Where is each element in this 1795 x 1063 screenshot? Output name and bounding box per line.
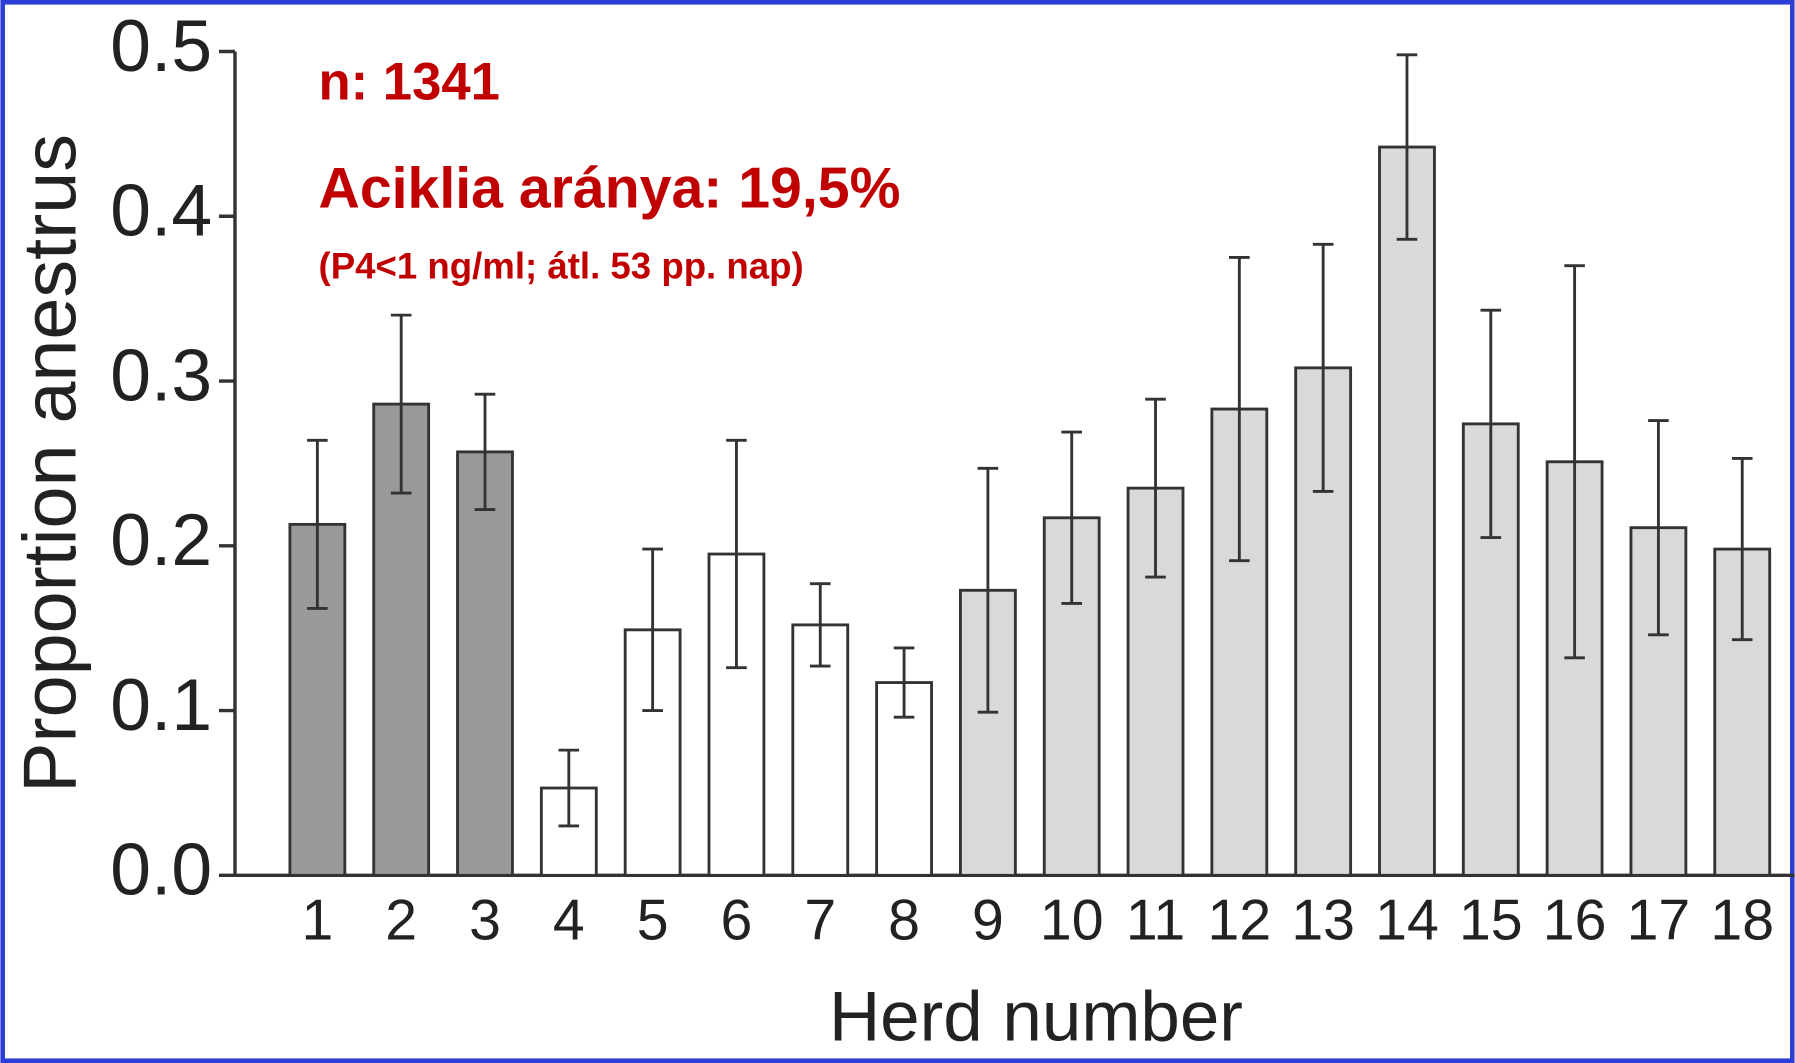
x-tick-label: 7 bbox=[804, 889, 836, 953]
bar bbox=[791, 623, 850, 877]
x-tick-label: 16 bbox=[1543, 889, 1607, 953]
y-tick-label: 0.5 bbox=[110, 5, 212, 87]
annotation: n: 1341 bbox=[319, 53, 500, 112]
x-tick-label: 1 bbox=[301, 889, 333, 953]
bar bbox=[456, 450, 514, 877]
x-tick-label: 5 bbox=[637, 889, 669, 953]
bar bbox=[1378, 145, 1436, 877]
x-tick-label: 2 bbox=[385, 889, 417, 953]
x-tick-label: 6 bbox=[721, 889, 753, 953]
x-tick-label: 17 bbox=[1627, 889, 1691, 953]
x-tick-label: 11 bbox=[1126, 889, 1185, 953]
x-tick-label: 9 bbox=[972, 889, 1004, 953]
y-tick-label: 0.1 bbox=[110, 664, 212, 746]
x-tick-label: 13 bbox=[1291, 889, 1355, 953]
y-tick-label: 0.2 bbox=[110, 499, 212, 581]
x-axis-label: Herd number bbox=[829, 978, 1243, 1057]
y-tick-label: 0.0 bbox=[110, 829, 212, 911]
y-axis-label: Proportion anestrus bbox=[8, 134, 92, 793]
x-tick-label: 18 bbox=[1710, 889, 1774, 953]
x-tick-label: 15 bbox=[1459, 889, 1523, 953]
x-tick-label: 14 bbox=[1375, 889, 1439, 953]
x-tick-label: 12 bbox=[1208, 889, 1272, 953]
y-tick-label: 0.4 bbox=[110, 170, 212, 252]
x-tick-label: 4 bbox=[553, 889, 585, 953]
annotation: Aciklia aránya: 19,5% bbox=[319, 156, 901, 220]
x-tick-label: 3 bbox=[469, 889, 501, 953]
y-tick-label: 0.3 bbox=[110, 334, 212, 416]
x-tick-label: 10 bbox=[1040, 889, 1104, 953]
annotation: (P4<1 ng/ml; átl. 53 pp. nap) bbox=[319, 246, 804, 287]
bar bbox=[288, 522, 347, 877]
x-tick-label: 8 bbox=[888, 889, 920, 953]
